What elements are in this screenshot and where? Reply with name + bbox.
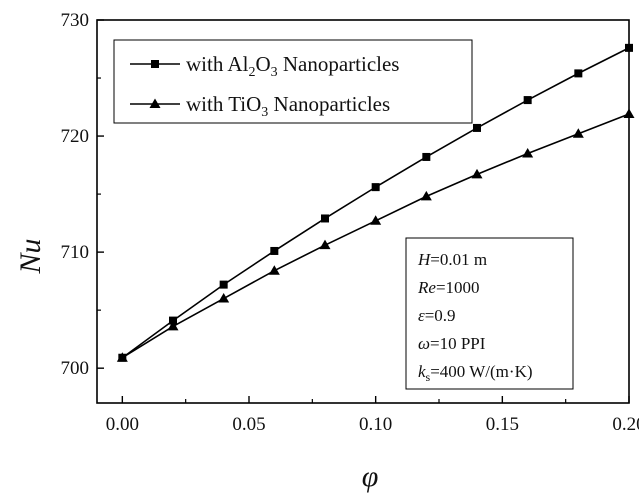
plot-frame	[96, 19, 630, 404]
parameter-line: ε=0.9	[418, 306, 456, 325]
parameter-line: ω=10 PPI	[418, 334, 486, 353]
data-point	[167, 320, 179, 331]
data-point	[572, 128, 584, 138]
y-tick-label: 710	[61, 242, 90, 263]
data-point	[522, 147, 534, 158]
data-point	[116, 352, 128, 362]
data-point	[218, 293, 230, 303]
y-tick-label: 730	[61, 10, 90, 31]
x-tick-label: 0.00	[106, 414, 139, 435]
parameter-box-frame	[405, 237, 574, 390]
data-point	[471, 168, 483, 179]
legend-items: with Al2O3 Nanoparticles with TiO3 Nanopa…	[130, 52, 399, 120]
data-point	[319, 239, 331, 250]
x-axis-title: φ	[362, 460, 379, 493]
x-tick-label: 0.05	[232, 414, 265, 435]
legend-box	[113, 39, 473, 124]
parameter-line: H=0.01 m	[417, 250, 487, 269]
y-tick-label: 700	[61, 358, 90, 379]
data-point	[370, 215, 382, 225]
data-point	[169, 316, 177, 325]
legend-marker	[151, 60, 159, 68]
series-layer	[116, 43, 635, 362]
legend-label: with TiO3 Nanoparticles	[186, 92, 390, 120]
data-point	[420, 190, 432, 201]
x-tick-label: 0.20	[612, 414, 639, 435]
legend-label: with Al2O3 Nanoparticles	[186, 52, 399, 80]
legend-marker	[149, 98, 161, 108]
x-tick-label: 0.10	[359, 414, 392, 435]
legend-item: with TiO3 Nanoparticles	[130, 92, 390, 120]
parameter-lines: H=0.01 m Re=1000 ε=0.9 ω=10 PPI ks=400 W/(m·…	[417, 250, 533, 384]
data-point	[270, 246, 279, 255]
tick-marks	[97, 19, 630, 403]
series-2	[116, 108, 635, 362]
data-point	[473, 123, 481, 132]
parameter-box: H=0.01 m Re=1000 ε=0.9 ω=10 PPI ks=400 W/(m·…	[405, 237, 574, 390]
data-point	[219, 280, 228, 289]
parameter-line: ks=400 W/(m·K)	[418, 362, 533, 384]
data-point	[623, 108, 635, 119]
legend-item: with Al2O3 Nanoparticles	[130, 52, 399, 80]
tick-labels: 0.00 0.05 0.10 0.15 0.20 700 710 720 730	[61, 10, 639, 435]
data-point	[321, 214, 329, 223]
y-tick-label: 720	[61, 126, 90, 147]
data-point	[268, 265, 280, 275]
parameter-line: Re=1000	[417, 278, 480, 297]
x-tick-label: 0.15	[486, 414, 519, 435]
data-point	[422, 152, 431, 161]
data-point	[523, 96, 532, 105]
data-point	[625, 43, 633, 52]
data-point	[574, 69, 583, 78]
y-axis-title: Nu	[14, 238, 47, 274]
legend: with Al2O3 Nanoparticles with TiO3 Nanopa…	[113, 39, 473, 124]
data-point	[371, 183, 380, 192]
